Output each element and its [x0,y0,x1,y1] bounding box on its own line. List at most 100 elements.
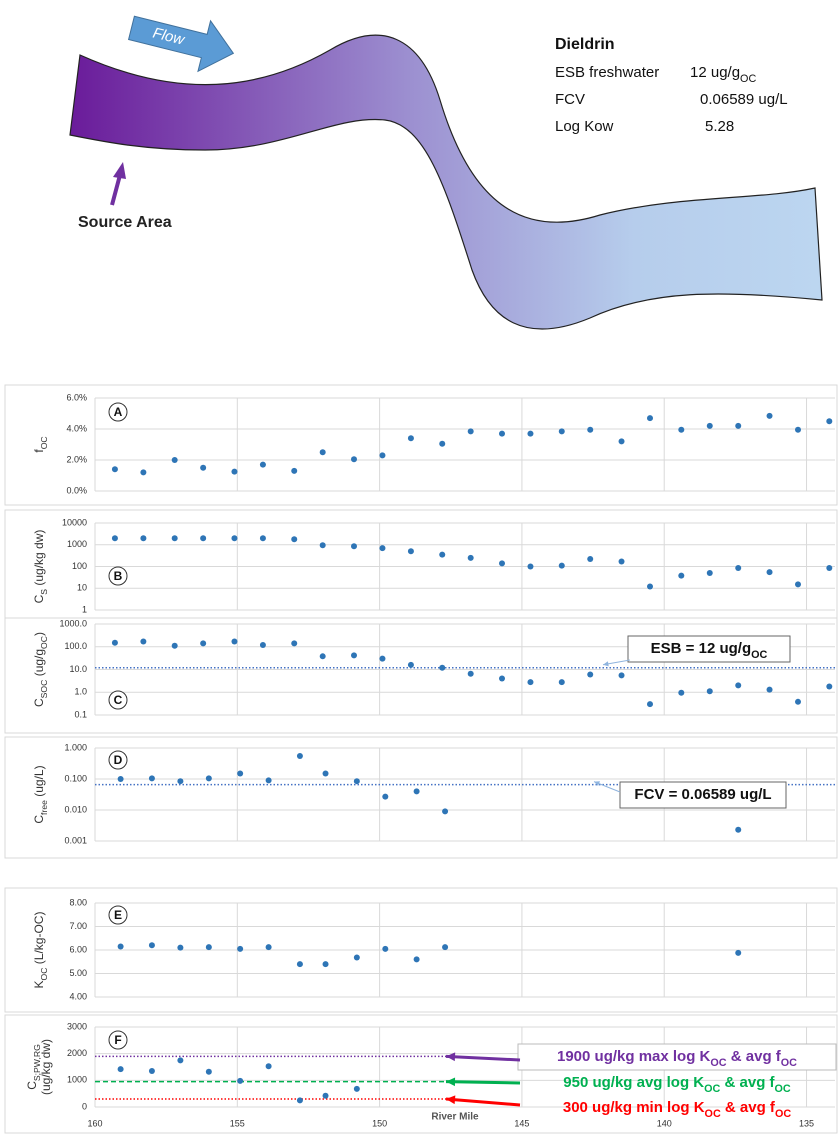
data-point [442,944,449,951]
data-point [413,788,420,795]
subscript: OC [775,1108,791,1120]
text-run: & avg f [720,1074,775,1091]
y-tick-label: 4.00 [69,991,87,1001]
subscript: OC [710,1057,726,1069]
data-point [296,1097,303,1104]
text-run: ESB = 12 ug/g [651,640,751,657]
data-point [140,638,147,645]
data-point [795,426,801,433]
data-point [111,535,118,542]
info-title: Dieldrin [555,36,615,53]
info-value: 12 ug/gOC [690,64,756,85]
data-point [467,670,474,677]
data-point [706,688,713,695]
y-tick-label: 0.1 [74,709,87,719]
y-tick-label: 10.0 [69,664,87,674]
data-point [117,776,124,782]
data-point [527,563,534,570]
data-point [148,1068,155,1074]
data-point [407,661,414,668]
subscript: OC [704,1083,720,1095]
data-point [587,426,594,433]
subscript: OC [740,73,756,85]
y-tick-label: 6.0% [66,392,87,402]
x-tick-label: 140 [657,1118,672,1128]
panel-frame [4,1014,838,1134]
subscript: OC [751,649,767,661]
subscript: S [39,589,49,595]
data-point [171,457,178,463]
text-run: C [32,815,46,824]
y-tick-label: 100 [72,561,87,571]
data-point [766,686,773,693]
y-tick-label: 1.000 [64,742,87,752]
annotation-label: FCV = 0.06589 ug/L [634,786,771,803]
subscript: OC [705,1108,721,1120]
data-point [259,461,266,468]
y-tick-label: 10000 [62,517,87,527]
source-arrow [110,162,126,206]
y-axis-label: CSOC (ug/gOC) [32,632,49,707]
y-tick-label: 0.0% [66,485,87,495]
y-tick-label: 2.0% [66,454,87,464]
data-point [200,640,207,647]
arrow-head [446,1095,456,1105]
data-point [319,542,326,549]
y-tick-label: 3000 [67,1021,87,1031]
annotation-box [627,635,791,663]
data-point [259,641,266,648]
annotation-label: 1900 ug/kg max log KOC & avg fOC [557,1048,797,1069]
panel-badge [108,566,128,586]
data-point [177,1057,184,1064]
data-point [706,422,713,429]
data-point [205,1068,212,1075]
data-point [439,664,446,671]
subscript: S;PW,RG [32,1044,42,1081]
text-run: (ug/kg dw) [32,530,46,589]
data-point [766,569,773,576]
panel-frame [4,509,838,619]
data-point [795,698,801,705]
subscript: free [39,800,49,815]
data-point [382,945,389,952]
panel-letter: B [114,569,123,583]
data-point [735,682,742,689]
y-tick-label: 0.100 [64,773,87,783]
data-point [826,418,833,425]
y-tick-label: 0.001 [64,835,87,845]
subscript: SOC [39,680,49,699]
y-tick-label: 1000.0 [59,618,87,628]
y-axis-label: Cfree (ug/L) [32,765,49,823]
data-point [200,535,207,542]
data-point [826,565,833,572]
data-point [379,545,386,552]
data-point [111,466,118,473]
panel-frame [4,736,838,859]
panel-frame [4,887,838,1013]
arrow-head [603,661,609,667]
data-point [353,954,360,961]
y-tick-label: 6.00 [69,944,87,954]
y-axis-label: (ug/kg dw) [39,1039,53,1095]
text-run: (ug/kg dw) [39,1039,53,1095]
data-point [587,671,594,678]
text-run: C [32,698,46,707]
data-point [353,778,360,785]
data-point [407,435,414,442]
panel-badge [108,750,128,770]
data-point [766,412,773,419]
data-point [117,1066,124,1073]
y-tick-label: 1.0 [74,687,87,697]
data-point [407,548,414,555]
y-tick-label: 7.00 [69,921,87,931]
data-point [140,535,147,542]
y-axis-label: CS;PW,RG [25,1044,42,1090]
data-point [237,945,244,952]
arrow-head [446,1052,456,1062]
annotation-label: 300 ug/kg min log KOC & avg fOC [563,1099,791,1120]
data-point [587,556,594,563]
text-run: (L/kg-OC) [32,912,46,968]
data-point [499,430,505,437]
data-point [148,942,155,949]
